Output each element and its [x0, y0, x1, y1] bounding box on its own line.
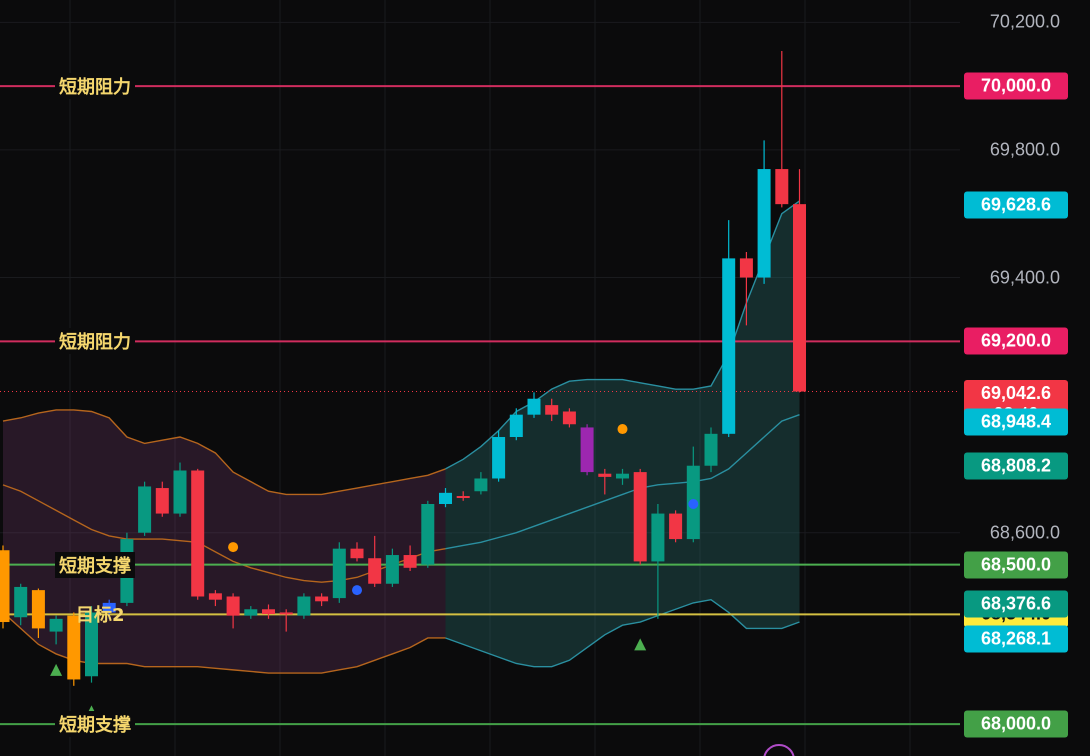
candle-body — [421, 504, 435, 565]
candle-body — [67, 615, 81, 680]
badge-value: 69,200.0 — [980, 330, 1052, 351]
candle-body — [545, 405, 559, 415]
price-axis-tick: 69,400.0 — [989, 267, 1060, 288]
candle-body — [262, 609, 275, 615]
candle-body — [332, 548, 346, 599]
candle-body — [616, 473, 629, 479]
signal-dot — [617, 424, 628, 435]
price-line-label: 短期阻力 — [55, 328, 135, 355]
badge-value: 69,628.6 — [980, 194, 1052, 215]
candle-body — [297, 596, 311, 616]
candle-body — [669, 513, 683, 540]
indicator-badge: 68,948.4 — [964, 408, 1068, 436]
price-line-label: 短期阻力 — [55, 73, 135, 100]
signal-dot — [228, 542, 239, 553]
price-line-label: 目标2 — [76, 605, 125, 627]
candle-body — [739, 258, 753, 278]
indicator-badge: 69,628.6 — [964, 191, 1068, 219]
badge-value: 68,000.0 — [980, 713, 1052, 734]
badge-value: 68,808.2 — [980, 455, 1052, 476]
candle-body — [138, 486, 152, 533]
candle-body — [155, 488, 169, 514]
candle-body — [315, 596, 329, 602]
badge-value: 68,500.0 — [980, 554, 1052, 575]
signal-dot — [688, 499, 699, 509]
bollinger-upper-line — [2, 409, 446, 496]
candle-body — [0, 550, 10, 623]
signal-dot — [352, 585, 362, 596]
candle-body — [456, 496, 470, 499]
candle-body — [775, 169, 789, 205]
price-axis-tick: 69,800.0 — [989, 139, 1060, 160]
price-line-label: 短期支撑 — [55, 711, 135, 738]
candle-body — [244, 609, 258, 616]
candle-body — [85, 612, 98, 677]
candle-body — [793, 204, 806, 392]
candle-body — [439, 492, 452, 504]
price-line-badge: 70,000.0 — [964, 72, 1068, 100]
candle-body — [226, 596, 240, 616]
candle-body — [208, 593, 222, 600]
candle-body — [580, 427, 594, 473]
bollinger-lower-line — [445, 598, 800, 668]
candle-body — [191, 470, 205, 597]
candle-body — [279, 612, 293, 615]
candle-body — [722, 258, 736, 434]
candle-body — [527, 398, 541, 415]
candle-body — [509, 414, 523, 438]
candle-body — [14, 586, 28, 618]
candle-body — [492, 437, 506, 479]
price-line-badge: 68,000.0 — [964, 710, 1068, 738]
candle-body — [598, 473, 612, 477]
badge-value: 69,042.6 — [980, 382, 1052, 403]
candle-body — [403, 555, 417, 568]
candle-body — [31, 590, 45, 629]
candle-body — [757, 169, 771, 278]
candle-body — [704, 433, 718, 466]
buy-signal-triangle — [50, 663, 63, 676]
badge-value: 68,948.4 — [980, 411, 1052, 432]
event-marker-icon — [763, 744, 795, 756]
price-line-label: 短期支撑 — [55, 551, 135, 578]
candle-body — [173, 470, 187, 514]
price-line-badge: 68,500.0 — [964, 551, 1068, 579]
candle-body — [350, 548, 364, 559]
candle-body — [102, 602, 116, 613]
price-axis-tick: 70,200.0 — [989, 11, 1060, 32]
bollinger-mid-line — [445, 414, 800, 550]
badge-value: 70,000.0 — [980, 75, 1052, 96]
candle-body — [368, 558, 382, 584]
indicator-badge: 68,808.2 — [964, 452, 1068, 480]
candle-body — [562, 411, 576, 425]
indicator-badge: 68,268.1 — [964, 625, 1068, 653]
indicator-badge: 68,376.6 — [964, 590, 1068, 618]
price-line-badge: 69,200.0 — [964, 327, 1068, 355]
candle-body — [651, 513, 665, 562]
candle-body — [49, 618, 63, 632]
candle-body — [385, 555, 399, 584]
bollinger-upper-line — [445, 200, 800, 470]
badge-value: 68,376.6 — [980, 593, 1052, 614]
buy-signal-triangle — [634, 638, 647, 651]
candle-body — [474, 478, 488, 492]
badge-value: 68,268.1 — [980, 628, 1052, 649]
candle-body — [633, 472, 647, 562]
price-axis-tick: 68,600.0 — [989, 522, 1060, 543]
